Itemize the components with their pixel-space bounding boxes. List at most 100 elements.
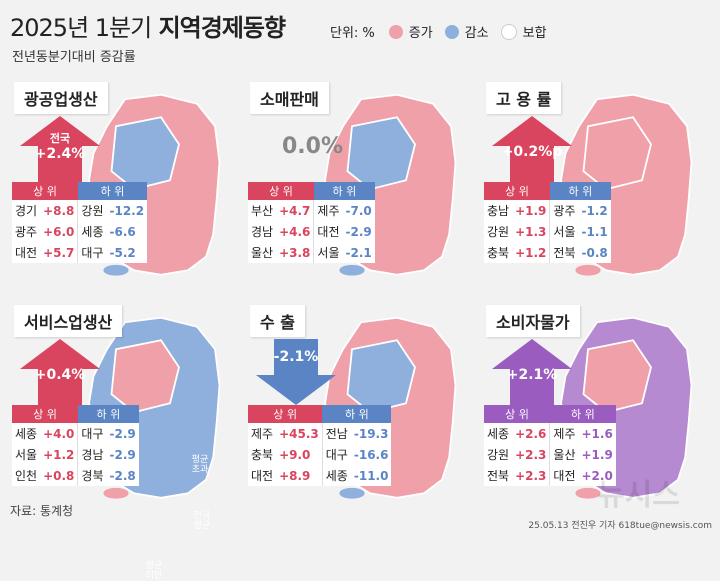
map-region-sub (582, 116, 652, 191)
region-value: -1.1 (581, 224, 608, 239)
region-value: -2.9 (109, 426, 136, 441)
region-value: +1.3 (515, 224, 547, 239)
legend-flat-swatch (500, 23, 517, 40)
national-value: +0.2%p (501, 144, 563, 160)
bottom-header: 하 위 (549, 405, 616, 423)
region-value: -16.6 (353, 447, 389, 462)
map-region-sub (110, 116, 180, 191)
table-row: 경남 +4.6 대전 -2.9 (248, 221, 375, 242)
table-row: 전북 +2.3 대전 +2.0 (484, 465, 616, 486)
region-value: +4.6 (279, 224, 311, 239)
region-name: 제주 (549, 423, 579, 444)
region-value: +0.8 (43, 468, 75, 483)
region-name: 세종 (77, 221, 107, 242)
national-label: 전국 (49, 132, 71, 145)
region-name: 강원 (487, 448, 510, 462)
credit-label: 25.05.13 전진우 기자 618tue@newsis.com (528, 521, 712, 531)
region-value: +5.7 (43, 245, 75, 260)
region-name: 대전 (251, 469, 274, 483)
watermark: 뉴시스 (597, 478, 680, 513)
national-value: +2.1% (506, 367, 558, 383)
subtitle: 전년동분기대비 증감률 (12, 50, 136, 65)
region-name: 광주 (15, 225, 38, 239)
top-header: 상 위 (484, 182, 550, 200)
title-prefix: 2025년 1분기 (10, 14, 152, 42)
table-row: 울산 +3.8 서울 -2.1 (248, 242, 375, 263)
national-value: +0.4% (34, 367, 86, 383)
map-region-jeju (339, 264, 365, 276)
arrow-up-icon (492, 116, 572, 182)
bottom-header: 하 위 (313, 182, 375, 200)
region-name: 인천 (15, 469, 38, 483)
map-region-sub (346, 116, 416, 191)
region-value: -1.2 (581, 203, 608, 218)
bottom-header: 하 위 (322, 405, 392, 423)
table-row: 충북 +1.2 전북 -0.8 (484, 242, 611, 263)
region-value: +3.8 (279, 245, 311, 260)
region-name: 울산 (549, 444, 579, 465)
region-value: +2.0 (581, 468, 613, 483)
table-row: 세종 +4.0 대구 -2.9 (12, 423, 139, 444)
top-header: 상 위 (248, 405, 323, 423)
panel-title: 수 출 (250, 305, 306, 337)
region-value: -5.2 (109, 245, 136, 260)
map-region-jeju (575, 264, 601, 276)
top-header: 상 위 (12, 405, 78, 423)
table-row: 부산 +4.7 제주 -7.0 (248, 200, 375, 221)
region-name: 대전 (313, 221, 343, 242)
region-value: -11.0 (353, 468, 389, 483)
region-value: +1.6 (581, 426, 613, 441)
map-region-jeju (575, 487, 601, 499)
table-row: 인천 +0.8 경북 -2.8 (12, 465, 139, 486)
region-value: +45.3 (279, 426, 319, 441)
national-value: +2.4% (34, 146, 86, 162)
source-label: 자료: 통계청 (10, 504, 74, 518)
region-name: 전북 (487, 469, 510, 483)
region-name: 대구 (321, 444, 351, 465)
region-name: 전북 (549, 242, 579, 263)
map-region-jeju (339, 487, 365, 499)
region-name: 세종 (321, 465, 351, 486)
region-value: -12.2 (109, 203, 145, 218)
region-name: 충북 (251, 448, 274, 462)
top-header: 상 위 (484, 405, 550, 423)
region-name: 경남 (77, 444, 107, 465)
table-row: 경기 +8.8 강원 -12.2 (12, 200, 147, 221)
region-name: 제주 (251, 427, 274, 441)
region-name: 대전 (15, 246, 38, 260)
map-note: 평균 미만 (145, 561, 163, 581)
map-note: 전국 평균 (193, 511, 211, 531)
region-value: -2.8 (109, 468, 136, 483)
region-name: 대전 (549, 465, 579, 486)
map-region-sub (582, 339, 652, 414)
arrow-up-icon (20, 116, 100, 182)
region-name: 서울 (313, 242, 343, 263)
region-value: -19.3 (353, 426, 389, 441)
arrow-down-icon (256, 339, 336, 405)
region-name: 대구 (77, 423, 107, 444)
region-value: +1.9 (581, 447, 613, 462)
panel-title: 서비스업생산 (14, 305, 123, 337)
region-name: 제주 (313, 200, 343, 221)
title-main: 지역경제동향 (158, 14, 286, 42)
region-name: 경남 (251, 225, 274, 239)
region-value: +6.0 (43, 224, 75, 239)
legend-decrease-swatch (444, 24, 459, 39)
page-title: 2025년 1분기 지역경제동향 (10, 8, 286, 43)
region-value: -2.9 (345, 224, 372, 239)
region-name: 강원 (77, 200, 107, 221)
map-note: 평균 초과 (191, 455, 209, 475)
national-value: 0.0% (282, 134, 344, 159)
panel-title: 소비자물가 (486, 305, 580, 337)
region-name: 대구 (77, 242, 107, 263)
region-name: 경북 (77, 465, 107, 486)
table-row: 광주 +6.0 세종 -6.6 (12, 221, 147, 242)
